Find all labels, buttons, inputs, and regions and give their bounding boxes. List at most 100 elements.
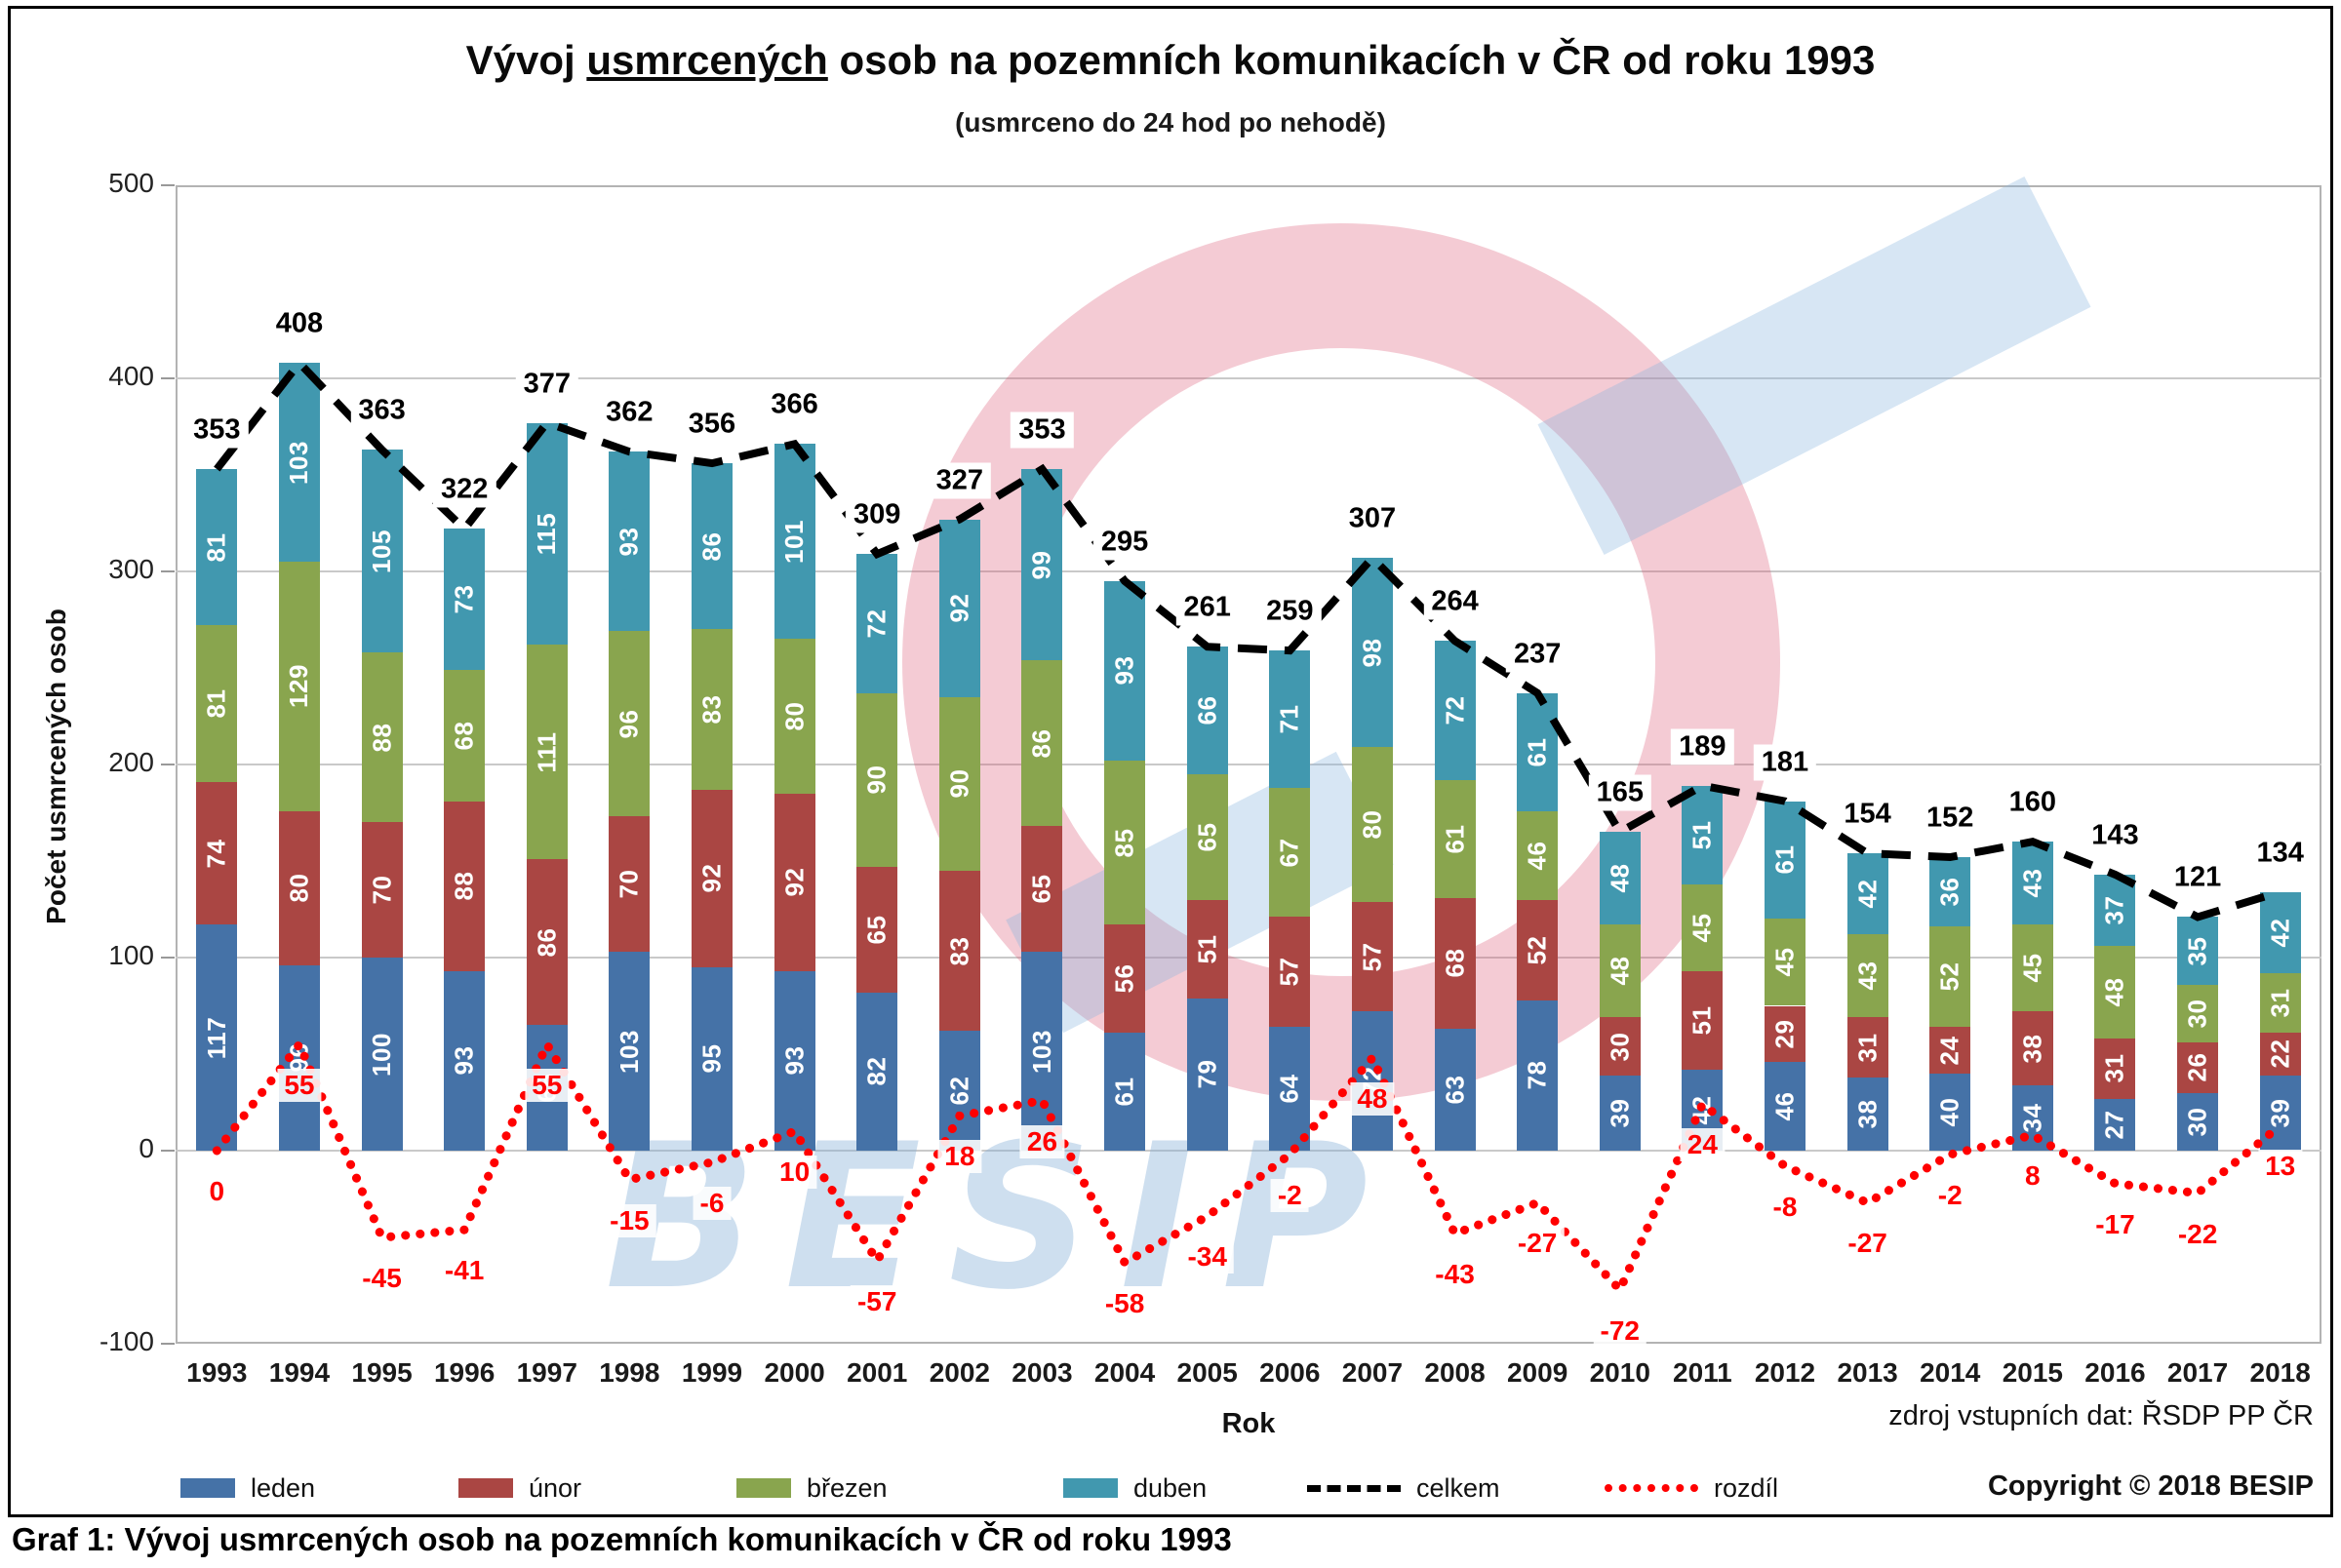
xtick-label-2012: 2012 <box>1754 1357 1816 1388</box>
total-label-2010: 165 <box>1588 774 1651 811</box>
diff-label-2009: -27 <box>1510 1227 1565 1261</box>
total-label-2001: 309 <box>846 496 909 533</box>
total-label-1994: 408 <box>267 305 332 342</box>
copyright-note: Copyright © 2018 BESIP <box>1987 1470 2314 1502</box>
bar-segment-březen-2018: 31 <box>2259 972 2301 1034</box>
total-label-2003: 353 <box>1011 412 1074 449</box>
xtick-label-2010: 2010 <box>1589 1357 1650 1388</box>
legend-item-celkem: celkem <box>1307 1472 1500 1504</box>
total-label-2011: 189 <box>1671 728 1734 765</box>
diff-label-2016: -17 <box>2088 1207 2142 1241</box>
xtick-label-1996: 1996 <box>433 1357 496 1388</box>
title-suffix: osob na pozemních komunikacích v ČR od r… <box>839 37 1876 83</box>
total-label-1998: 362 <box>598 394 661 431</box>
xtick-label-1995: 1995 <box>351 1357 413 1388</box>
total-label-2000: 366 <box>763 386 826 423</box>
legend-label-duben: duben <box>1133 1472 1208 1503</box>
legend-dashed-line-icon <box>1307 1484 1401 1492</box>
xtick-label-2008: 2008 <box>1424 1357 1486 1388</box>
bar-segment-březen-2014: 52 <box>1929 926 1971 1028</box>
total-label-2002: 327 <box>928 462 992 499</box>
legend-item-brezen: březen <box>736 1472 888 1504</box>
ytick-label-300: 300 <box>108 554 154 584</box>
diff-label-2018: 13 <box>2258 1150 2303 1184</box>
chart-title: Vývoj usmrcených osob na pozemních komun… <box>0 37 2341 84</box>
ytick-mark-100 <box>161 957 175 959</box>
total-label-1995: 363 <box>350 392 414 429</box>
title-underlined-word: usmrcených <box>586 37 828 83</box>
total-label-2017: 121 <box>2165 859 2230 896</box>
bar-segment-březen-2013: 43 <box>1846 934 1888 1018</box>
total-label-1999: 356 <box>680 406 744 443</box>
ytick-label-500: 500 <box>108 168 154 198</box>
legend-label-rozdil: rozdíl <box>1714 1472 1779 1503</box>
xtick-label-2002: 2002 <box>929 1357 990 1388</box>
data-source-note: zdroj vstupních dat: ŘSDP PP ČR <box>1888 1400 2314 1431</box>
legend-label-leden: leden <box>251 1472 316 1503</box>
ytick-mark-0 <box>161 1150 175 1152</box>
legend-label-brezen: březen <box>807 1472 888 1503</box>
diff-label-2005: -34 <box>1180 1240 1234 1274</box>
total-label-2004: 295 <box>1092 524 1157 561</box>
diff-label-2010: -72 <box>1593 1313 1647 1348</box>
total-label-1993: 353 <box>185 412 249 449</box>
xtick-label-2001: 2001 <box>847 1357 908 1388</box>
diff-label-2011: 24 <box>1680 1128 1725 1162</box>
legend-item-leden: leden <box>180 1472 315 1504</box>
xtick-label-2013: 2013 <box>1837 1357 1898 1388</box>
ytick-mark-300 <box>161 570 175 572</box>
diff-label-2007: 48 <box>1350 1081 1395 1116</box>
xtick-label-2011: 2011 <box>1673 1357 1732 1388</box>
diff-label-1993: 0 <box>202 1175 232 1208</box>
total-label-2018: 134 <box>2248 835 2312 872</box>
xtick-label-1997: 1997 <box>516 1357 577 1388</box>
diff-label-2015: 8 <box>2018 1159 2047 1194</box>
chart-frame <box>8 6 2333 1517</box>
diff-label-2017: -22 <box>2170 1217 2225 1251</box>
bar-segment-únor-2004: 56 <box>1104 924 1146 1034</box>
xtick-label-1998: 1998 <box>599 1357 660 1388</box>
x-axis-title: Rok <box>1221 1408 1276 1439</box>
legend-label-unor: únor <box>529 1472 582 1503</box>
xtick-label-2003: 2003 <box>1012 1357 1073 1388</box>
legend-item-duben: duben <box>1063 1472 1207 1504</box>
xtick-label-2017: 2017 <box>2166 1357 2229 1388</box>
total-label-2012: 181 <box>1753 744 1817 781</box>
total-label-2005: 261 <box>1175 589 1239 626</box>
diff-label-1994: 55 <box>277 1069 322 1103</box>
diff-label-1996: -41 <box>437 1254 492 1288</box>
diff-label-2008: -43 <box>1428 1258 1482 1292</box>
total-label-2009: 237 <box>1505 636 1569 673</box>
figure-caption: Graf 1: Vývoj usmrcených osob na pozemní… <box>12 1521 1232 1557</box>
xtick-label-1999: 1999 <box>681 1357 743 1388</box>
total-label-2006: 259 <box>1258 593 1322 630</box>
diff-label-2014: -2 <box>1930 1178 1969 1212</box>
total-label-1996: 322 <box>432 471 496 508</box>
legend-item-unor: únor <box>458 1472 581 1504</box>
xtick-label-2007: 2007 <box>1341 1357 1404 1388</box>
diff-label-2013: -27 <box>1841 1227 1894 1261</box>
bar-segment-březen-2015: 45 <box>2011 924 2053 1012</box>
legend-swatch-brezen <box>736 1478 791 1498</box>
bar-segment-březen-2010: 48 <box>1599 924 1641 1018</box>
bar-segment-duben-2017: 35 <box>2177 917 2219 985</box>
ytick-mark-200 <box>161 764 175 765</box>
xtick-label-2018: 2018 <box>2249 1357 2311 1388</box>
y-axis-title: Počet usmrcených osob <box>41 608 71 924</box>
bar-segment-březen-2012: 45 <box>1765 919 1805 1006</box>
ytick-label-200: 200 <box>108 747 154 777</box>
diff-label-2001: -57 <box>850 1284 904 1318</box>
total-label-2007: 307 <box>1340 500 1405 537</box>
total-label-2008: 264 <box>1423 583 1487 620</box>
ytick-label-100: 100 <box>108 940 154 970</box>
legend-swatch-unor <box>458 1478 513 1498</box>
diff-label-2004: -58 <box>1097 1286 1152 1320</box>
legend-item-rozdil: rozdíl <box>1605 1472 1778 1504</box>
diff-label-2012: -8 <box>1766 1190 1805 1224</box>
ytick-label-400: 400 <box>108 361 154 391</box>
title-prefix: Vývoj <box>465 37 575 83</box>
xtick-label-2016: 2016 <box>2084 1357 2146 1388</box>
diff-label-1998: -15 <box>603 1203 656 1237</box>
diff-label-1997: 55 <box>525 1069 570 1103</box>
